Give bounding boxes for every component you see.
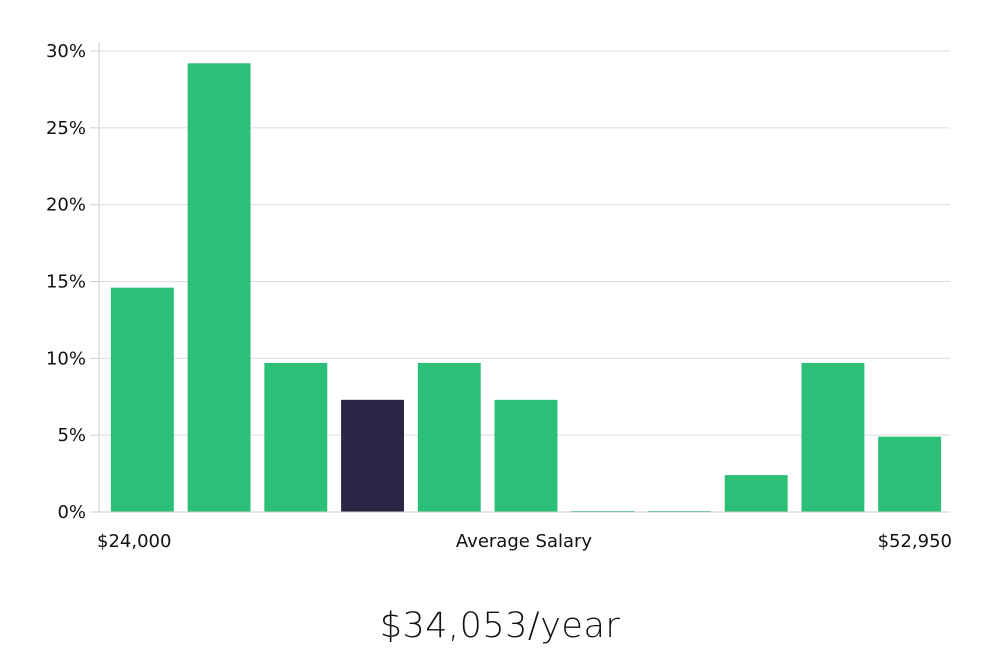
y-axis-ticks: 0% 5% 10% 15% 20% 25% 30% bbox=[46, 41, 99, 523]
bar bbox=[417, 362, 481, 512]
salary-histogram: 0% 5% 10% 15% 20% 25% 30% $24,000 Average Sala… bbox=[46, 41, 952, 552]
x-end-label: $52,950 bbox=[878, 531, 952, 552]
bar bbox=[878, 436, 942, 512]
bar bbox=[724, 475, 788, 512]
bar bbox=[187, 63, 251, 512]
x-axis-title: Average Salary bbox=[456, 531, 593, 552]
bar bbox=[264, 362, 328, 512]
y-tick-label: 10% bbox=[46, 348, 86, 369]
bar bbox=[494, 399, 558, 512]
average-salary-value: $34,053/year bbox=[379, 606, 621, 646]
y-tick-label: 30% bbox=[46, 41, 86, 62]
y-tick-label: 0% bbox=[57, 502, 86, 523]
bar-highlighted bbox=[341, 399, 405, 512]
y-tick-label: 5% bbox=[57, 425, 86, 446]
x-start-label: $24,000 bbox=[97, 531, 171, 552]
bar bbox=[110, 287, 174, 512]
bars bbox=[110, 63, 942, 512]
bar bbox=[801, 362, 865, 512]
y-tick-label: 15% bbox=[46, 272, 86, 293]
y-tick-label: 20% bbox=[46, 195, 86, 216]
y-tick-label: 25% bbox=[46, 118, 86, 139]
